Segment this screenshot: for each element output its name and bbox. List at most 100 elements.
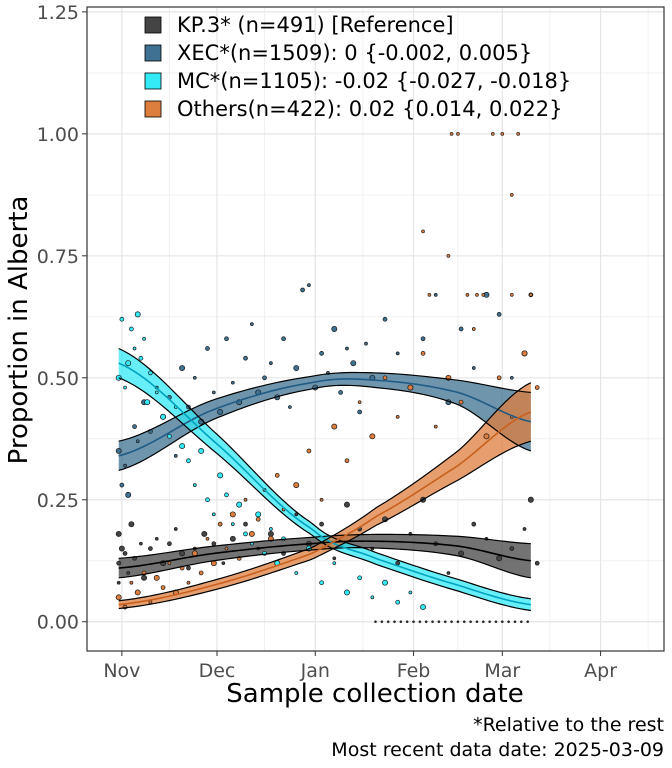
data-point [186,458,191,464]
data-point [243,497,248,502]
data-point [221,561,226,566]
band-lower-edge [118,440,532,610]
x-tick-label: Nov [103,660,140,682]
data-point [344,458,350,464]
data-point [116,580,121,585]
data-point [450,620,453,624]
data-point [132,346,137,351]
band-lower-edge [118,377,531,612]
data-point [500,132,505,136]
data-point [141,574,148,581]
data-point [229,511,236,518]
data-point [481,293,486,297]
data-point [115,530,122,537]
y-tick-label: 1.25 [37,2,79,24]
data-point [119,482,125,488]
data-point [471,521,477,527]
data-point [319,521,324,527]
data-point [319,497,324,502]
data-point [293,365,300,371]
data-point [519,620,523,624]
data-point [217,472,224,479]
data-point [125,360,132,367]
data-point [331,423,338,430]
data-point [395,414,400,419]
data-point [481,620,485,624]
data-point [243,355,248,361]
data-point [522,527,527,531]
data-point [521,350,528,357]
data-point [115,448,122,454]
data-point [395,351,400,356]
data-point [129,580,134,585]
data-point [424,620,428,624]
legend-key [144,72,162,90]
band-upper-edge [118,371,531,442]
data-point [357,409,362,415]
data-point [509,375,514,380]
data-point [332,561,337,566]
x-tick-label: Dec [199,660,236,682]
data-point [408,590,413,595]
data-point [167,561,172,566]
data-point [224,546,229,551]
data-point [173,527,178,531]
data-point [119,316,125,322]
data-point [173,453,178,458]
data-point [456,132,460,136]
data-point [132,424,137,429]
data-point [179,443,186,450]
data-point [513,620,517,624]
y-tick-label: 0.75 [37,246,79,268]
data-point [344,501,350,508]
data-point [418,620,422,624]
legend: KP.3* (n=491) [Reference] XEC*(n=1509): 0… [144,13,571,121]
data-point [496,312,502,317]
data-point [374,620,377,624]
data-point [122,551,128,556]
data-point [405,620,409,624]
x-axis-title: Sample collection date [226,679,523,709]
confidence-band [118,534,531,578]
band-lower-edge [118,547,531,579]
data-point [509,546,515,551]
y-tick-label: 0.00 [37,612,79,634]
data-point [211,390,216,395]
data-point [179,365,186,371]
data-point [469,620,472,624]
data-point [198,570,204,576]
y-axis-title: Proportion in Alberta [4,196,34,465]
data-point [118,545,125,552]
data-point [129,326,134,332]
data-point [294,571,299,575]
data-point [192,483,197,487]
data-point [494,620,498,624]
legend-label: KP.3* (n=491) [Reference] [177,13,454,37]
data-point [217,408,224,415]
data-point [350,360,357,367]
data-point [534,560,540,566]
data-point [167,541,172,547]
data-point [205,346,210,351]
data-point [154,536,159,541]
y-axis-ticks: 0.00 0.25 0.50 0.75 1.00 1.25 [37,2,87,634]
fit-line [118,378,532,457]
data-point [433,292,438,297]
data-point [198,448,205,454]
data-point [471,327,476,331]
data-point [139,541,143,546]
band-upper-edge [118,382,532,602]
legend-key [144,100,162,118]
data-point [255,511,262,518]
data-point [380,620,384,624]
data-point [458,550,465,557]
data-point [483,433,490,440]
data-point [446,254,451,258]
data-point [382,316,388,322]
data-point [230,522,235,527]
caption-relative: *Relative to the rest [473,714,664,736]
data-point [230,380,235,385]
legend-key [144,16,162,34]
data-point [427,293,432,297]
data-point [262,375,267,381]
